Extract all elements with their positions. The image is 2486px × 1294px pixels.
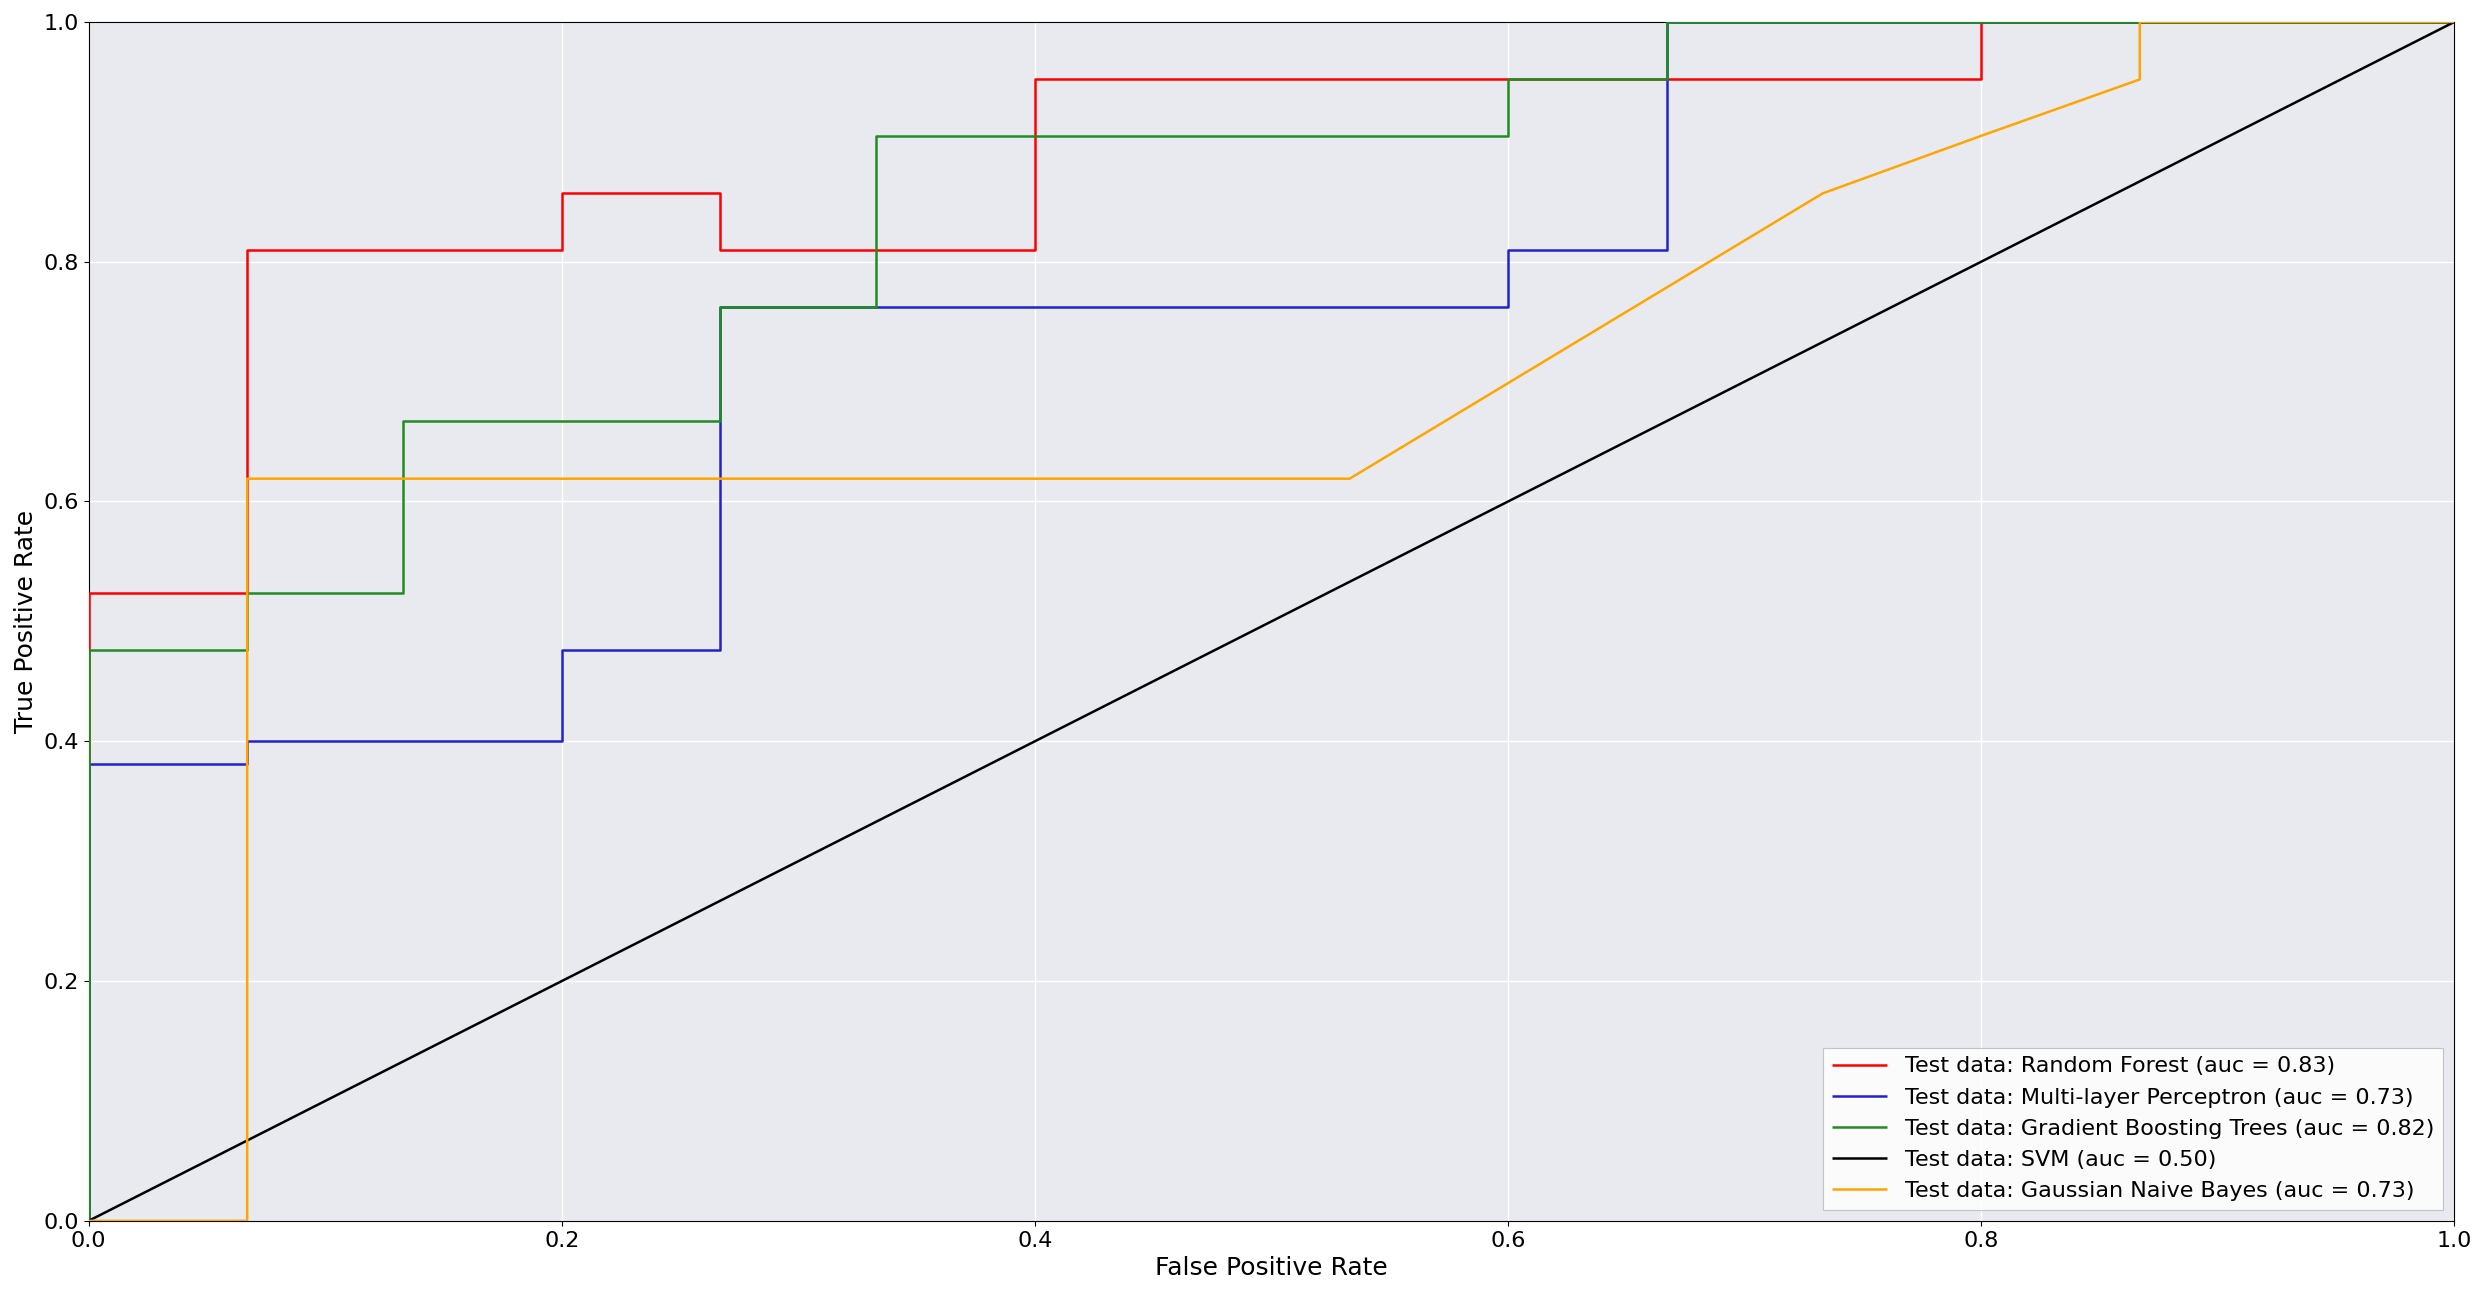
Test data: Gradient Boosting Trees (auc = 0.82): (0, 0): Gradient Boosting Trees (auc = 0.82): (0… (75, 1212, 104, 1228)
Test data: Random Forest (auc = 0.83): (0.4, 0.81): Random Forest (auc = 0.83): (0.4, 0.81) (1019, 242, 1049, 258)
Test data: Gaussian Naive Bayes (auc = 0.73): (0.867, 0.952): Gaussian Naive Bayes (auc = 0.73): (0.86… (2126, 71, 2155, 87)
Test data: Gradient Boosting Trees (auc = 0.82): (0.333, 0.762): Gradient Boosting Trees (auc = 0.82): (0… (863, 299, 892, 314)
Test data: Gaussian Naive Bayes (auc = 0.73): (0.2, 0.619): Gaussian Naive Bayes (auc = 0.73): (0.2,… (547, 471, 577, 487)
Test data: Gaussian Naive Bayes (auc = 0.73): (0.533, 0.619): Gaussian Naive Bayes (auc = 0.73): (0.53… (1335, 471, 1365, 487)
Test data: Gaussian Naive Bayes (auc = 0.73): (1, 1): Gaussian Naive Bayes (auc = 0.73): (1, 1… (2439, 14, 2469, 30)
Test data: Multi-layer Perceptron (auc = 0.73): (0.4, 0.762): Multi-layer Perceptron (auc = 0.73): (0.… (1019, 299, 1049, 314)
Test data: Gaussian Naive Bayes (auc = 0.73): (0.067, 0): Gaussian Naive Bayes (auc = 0.73): (0.06… (231, 1212, 261, 1228)
Test data: Gaussian Naive Bayes (auc = 0.73): (0, 0): Gaussian Naive Bayes (auc = 0.73): (0, 0… (75, 1212, 104, 1228)
Test data: Gradient Boosting Trees (auc = 0.82): (0.6, 0.905): Gradient Boosting Trees (auc = 0.82): (0… (1494, 128, 1524, 144)
Test data: Gaussian Naive Bayes (auc = 0.73): (0.333, 0.619): Gaussian Naive Bayes (auc = 0.73): (0.33… (863, 471, 892, 487)
Test data: Gaussian Naive Bayes (auc = 0.73): (0.533, 0.619): Gaussian Naive Bayes (auc = 0.73): (0.53… (1335, 471, 1365, 487)
Test data: Gradient Boosting Trees (auc = 0.82): (1, 1): Gradient Boosting Trees (auc = 0.82): (1… (2439, 14, 2469, 30)
Legend: Test data: Random Forest (auc = 0.83), Test data: Multi-layer Perceptron (auc = : Test data: Random Forest (auc = 0.83), T… (1822, 1048, 2444, 1210)
Test data: Gaussian Naive Bayes (auc = 0.73): (0.067, 0.619): Gaussian Naive Bayes (auc = 0.73): (0.06… (231, 471, 261, 487)
Test data: Gradient Boosting Trees (auc = 0.82): (0.067, 0.524): Gradient Boosting Trees (auc = 0.82): (0… (231, 585, 261, 600)
Line: Test data: Multi-layer Perceptron (auc = 0.73): Test data: Multi-layer Perceptron (auc =… (89, 22, 2454, 1220)
Test data: Gradient Boosting Trees (auc = 0.82): (0.333, 0.905): Gradient Boosting Trees (auc = 0.82): (0… (863, 128, 892, 144)
Test data: Multi-layer Perceptron (auc = 0.73): (0.4, 0.762): Multi-layer Perceptron (auc = 0.73): (0.… (1019, 299, 1049, 314)
Test data: Multi-layer Perceptron (auc = 0.73): (0.067, 0.4): Multi-layer Perceptron (auc = 0.73): (0.… (231, 734, 261, 749)
Test data: Multi-layer Perceptron (auc = 0.73): (0.267, 0.476): Multi-layer Perceptron (auc = 0.73): (0.… (706, 642, 736, 657)
Test data: Gaussian Naive Bayes (auc = 0.73): (0.733, 0.857): Gaussian Naive Bayes (auc = 0.73): (0.73… (1807, 185, 1837, 201)
Line: Test data: Gaussian Naive Bayes (auc = 0.73): Test data: Gaussian Naive Bayes (auc = 0… (89, 22, 2454, 1220)
Test data: Random Forest (auc = 0.83): (0.8, 0.952): Random Forest (auc = 0.83): (0.8, 0.952) (1966, 71, 1996, 87)
X-axis label: False Positive Rate: False Positive Rate (1156, 1256, 1387, 1280)
Test data: Gaussian Naive Bayes (auc = 0.73): (0.8, 0.905): Gaussian Naive Bayes (auc = 0.73): (0.8,… (1966, 128, 1996, 144)
Line: Test data: Random Forest (auc = 0.83): Test data: Random Forest (auc = 0.83) (89, 22, 2454, 1220)
Test data: Gaussian Naive Bayes (auc = 0.73): (0.8, 0.905): Gaussian Naive Bayes (auc = 0.73): (0.8,… (1966, 128, 1996, 144)
Test data: Gradient Boosting Trees (auc = 0.82): (0.6, 0.952): Gradient Boosting Trees (auc = 0.82): (0… (1494, 71, 1524, 87)
Test data: Gaussian Naive Bayes (auc = 0.73): (0.333, 0.619): Gaussian Naive Bayes (auc = 0.73): (0.33… (863, 471, 892, 487)
Test data: Multi-layer Perceptron (auc = 0.73): (0.267, 0.762): Multi-layer Perceptron (auc = 0.73): (0.… (706, 299, 736, 314)
Test data: Random Forest (auc = 0.83): (0.8, 1): Random Forest (auc = 0.83): (0.8, 1) (1966, 14, 1996, 30)
Test data: Multi-layer Perceptron (auc = 0.73): (0.2, 0.4): Multi-layer Perceptron (auc = 0.73): (0.… (547, 734, 577, 749)
Test data: Multi-layer Perceptron (auc = 0.73): (1, 1): Multi-layer Perceptron (auc = 0.73): (1,… (2439, 14, 2469, 30)
Test data: Random Forest (auc = 0.83): (0.267, 0.81): Random Forest (auc = 0.83): (0.267, 0.81… (706, 242, 736, 258)
Test data: Multi-layer Perceptron (auc = 0.73): (0.667, 1): Multi-layer Perceptron (auc = 0.73): (0.… (1651, 14, 1681, 30)
Test data: Gaussian Naive Bayes (auc = 0.73): (0.2, 0.619): Gaussian Naive Bayes (auc = 0.73): (0.2,… (547, 471, 577, 487)
Test data: Gradient Boosting Trees (auc = 0.82): (0.067, 0.476): Gradient Boosting Trees (auc = 0.82): (0… (231, 642, 261, 657)
Test data: Random Forest (auc = 0.83): (0.067, 0.81): Random Forest (auc = 0.83): (0.067, 0.81… (231, 242, 261, 258)
Test data: Multi-layer Perceptron (auc = 0.73): (0.6, 0.81): Multi-layer Perceptron (auc = 0.73): (0.… (1494, 242, 1524, 258)
Test data: Random Forest (auc = 0.83): (1, 1): Random Forest (auc = 0.83): (1, 1) (2439, 14, 2469, 30)
Test data: Gradient Boosting Trees (auc = 0.82): (0, 0.476): Gradient Boosting Trees (auc = 0.82): (0… (75, 642, 104, 657)
Test data: Gradient Boosting Trees (auc = 0.82): (0.133, 0.667): Gradient Boosting Trees (auc = 0.82): (0… (388, 413, 418, 428)
Test data: Multi-layer Perceptron (auc = 0.73): (0.667, 0.81): Multi-layer Perceptron (auc = 0.73): (0.… (1651, 242, 1681, 258)
Test data: Gradient Boosting Trees (auc = 0.82): (0.267, 0.762): Gradient Boosting Trees (auc = 0.82): (0… (706, 299, 736, 314)
Test data: Random Forest (auc = 0.83): (0.267, 0.857): Random Forest (auc = 0.83): (0.267, 0.85… (706, 185, 736, 201)
Test data: Multi-layer Perceptron (auc = 0.73): (0, 0.381): Multi-layer Perceptron (auc = 0.73): (0,… (75, 756, 104, 771)
Test data: Multi-layer Perceptron (auc = 0.73): (0.067, 0.381): Multi-layer Perceptron (auc = 0.73): (0.… (231, 756, 261, 771)
Test data: Random Forest (auc = 0.83): (0.2, 0.81): Random Forest (auc = 0.83): (0.2, 0.81) (547, 242, 577, 258)
Test data: Random Forest (auc = 0.83): (0, 0.524): Random Forest (auc = 0.83): (0, 0.524) (75, 585, 104, 600)
Test data: Gradient Boosting Trees (auc = 0.82): (0.667, 0.952): Gradient Boosting Trees (auc = 0.82): (0… (1651, 71, 1681, 87)
Test data: Multi-layer Perceptron (auc = 0.73): (0.6, 0.762): Multi-layer Perceptron (auc = 0.73): (0.… (1494, 299, 1524, 314)
Y-axis label: True Positive Rate: True Positive Rate (15, 510, 37, 732)
Test data: Random Forest (auc = 0.83): (0.733, 0.952): Random Forest (auc = 0.83): (0.733, 0.95… (1807, 71, 1837, 87)
Test data: Gaussian Naive Bayes (auc = 0.73): (0.867, 1): Gaussian Naive Bayes (auc = 0.73): (0.86… (2126, 14, 2155, 30)
Test data: Multi-layer Perceptron (auc = 0.73): (0, 0): Multi-layer Perceptron (auc = 0.73): (0,… (75, 1212, 104, 1228)
Test data: Random Forest (auc = 0.83): (0.067, 0.524): Random Forest (auc = 0.83): (0.067, 0.52… (231, 585, 261, 600)
Test data: Multi-layer Perceptron (auc = 0.73): (0.2, 0.476): Multi-layer Perceptron (auc = 0.73): (0.… (547, 642, 577, 657)
Test data: Random Forest (auc = 0.83): (0.733, 0.952): Random Forest (auc = 0.83): (0.733, 0.95… (1807, 71, 1837, 87)
Test data: Gradient Boosting Trees (auc = 0.82): (0.267, 0.667): Gradient Boosting Trees (auc = 0.82): (0… (706, 413, 736, 428)
Test data: Random Forest (auc = 0.83): (0.4, 0.952): Random Forest (auc = 0.83): (0.4, 0.952) (1019, 71, 1049, 87)
Line: Test data: Gradient Boosting Trees (auc = 0.82): Test data: Gradient Boosting Trees (auc … (89, 22, 2454, 1220)
Test data: Gradient Boosting Trees (auc = 0.82): (0.667, 1): Gradient Boosting Trees (auc = 0.82): (0… (1651, 14, 1681, 30)
Test data: Random Forest (auc = 0.83): (0, 0): Random Forest (auc = 0.83): (0, 0) (75, 1212, 104, 1228)
Test data: Gaussian Naive Bayes (auc = 0.73): (0.733, 0.857): Gaussian Naive Bayes (auc = 0.73): (0.73… (1807, 185, 1837, 201)
Test data: Random Forest (auc = 0.83): (0.2, 0.857): Random Forest (auc = 0.83): (0.2, 0.857) (547, 185, 577, 201)
Test data: Gradient Boosting Trees (auc = 0.82): (0.133, 0.524): Gradient Boosting Trees (auc = 0.82): (0… (388, 585, 418, 600)
